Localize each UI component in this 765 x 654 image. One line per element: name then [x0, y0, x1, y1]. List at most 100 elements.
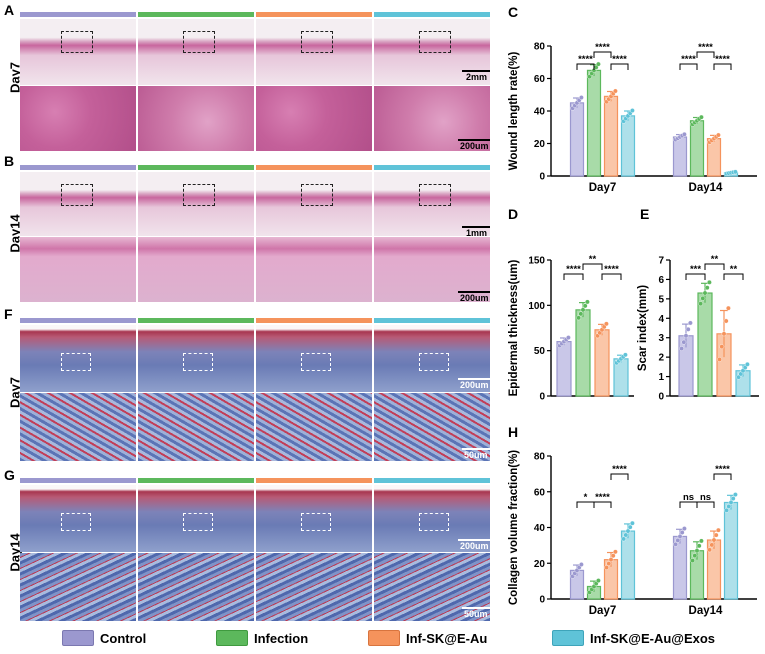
- scale-f-bottom: 50um: [464, 450, 488, 460]
- H-dot-1-3-4: [732, 492, 738, 498]
- C-ytick-label-2: 40: [534, 107, 546, 118]
- legend-label-infection: Infection: [254, 630, 309, 646]
- E-ylabel: Scar index(mm): [637, 285, 649, 371]
- roi-box-a-0: [61, 31, 93, 53]
- C-dot-1-2-4: [715, 132, 721, 138]
- image-b-top-3: [374, 172, 490, 236]
- C-sig-2: ****: [612, 54, 627, 65]
- group-bar-g-3: [374, 478, 490, 483]
- chart-wound-length: 0 20 40 60 80 Wound length rate(%) Day7 Day14 **…: [508, 42, 757, 194]
- H-dot-1-1-1: [692, 553, 698, 559]
- E-dot-0-0-1: [681, 339, 687, 345]
- H-dot-1-1-2: [694, 548, 700, 554]
- C-sig-4: ****: [698, 42, 713, 53]
- H-dot-0-3-2: [625, 528, 631, 534]
- C-bar-0-3: [620, 115, 636, 177]
- C-sig-3: ****: [681, 54, 696, 65]
- group-bar-g-0: [20, 478, 136, 483]
- image-g-bot-2: [256, 553, 372, 621]
- image-b-top-0: [20, 172, 136, 236]
- legend-swatch-infsk: [368, 630, 400, 646]
- group-bar-a-0: [20, 12, 136, 17]
- H-xtick-label-1: Day14: [689, 605, 723, 617]
- roi-box-b-0: [61, 184, 93, 206]
- image-f-bot-2: [256, 393, 372, 461]
- E-dot-0-2-4: [726, 305, 731, 311]
- image-g-top-0: [20, 485, 136, 552]
- group-bar-b-0: [20, 165, 136, 170]
- panel-label-e: E: [640, 206, 650, 222]
- C-bracket-5: [713, 63, 732, 70]
- H-dot-0-3-0: [621, 536, 627, 542]
- C-ylabel: Wound length rate(%): [508, 52, 520, 171]
- H-bracket-1: [593, 501, 612, 508]
- D-ytick-label-3: 150: [528, 256, 545, 267]
- panel-label-d: D: [508, 206, 519, 222]
- H-sig-0: *: [584, 492, 588, 503]
- image-f-top-1: [138, 325, 254, 392]
- D-bracket-0: [563, 273, 584, 280]
- image-b-top-2: [256, 172, 372, 236]
- E-dot-0-0-0: [679, 346, 684, 351]
- panel-label-a: A: [4, 2, 15, 18]
- C-dot-1-3-4: [732, 169, 738, 175]
- panel-label-f: F: [4, 306, 13, 322]
- D-dot-0-0-4: [566, 335, 571, 341]
- D-dot-0-1-0: [576, 315, 582, 321]
- scale-g-top: 200um: [460, 541, 489, 551]
- H-ytick-label-4: 80: [534, 452, 546, 463]
- image-g-top-2: [256, 485, 372, 552]
- group-bar-a-2: [256, 12, 372, 17]
- C-bar-0-0: [569, 102, 585, 177]
- image-b-top-1: [138, 172, 254, 236]
- C-bracket-2: [610, 63, 629, 70]
- roi-box-g-1: [183, 513, 213, 531]
- scale-bar-f-top: [458, 378, 490, 380]
- E-ytick-label-2: 2: [658, 353, 664, 364]
- H-dot-1-2-0: [707, 547, 713, 553]
- scale-g-bottom: 50um: [464, 609, 488, 619]
- scale-f-top: 200um: [460, 380, 489, 390]
- legend-label-exos: Inf-SK@E-Au@Exos: [590, 630, 716, 646]
- roi-box-f-3: [419, 353, 449, 371]
- image-g-top-1: [138, 485, 254, 552]
- E-dot-0-1-0: [698, 301, 703, 307]
- D-sig-0: ****: [566, 264, 581, 275]
- E-dot-0-2-1: [719, 344, 725, 350]
- legend-item-control: Control: [62, 630, 146, 646]
- E-dot-0-2-3: [723, 318, 729, 324]
- H-bracket-2: [610, 473, 629, 480]
- E-dot-0-0-4: [688, 320, 693, 326]
- C-sig-0: ****: [578, 54, 593, 65]
- H-ylabel: Collagen volume fraction(%): [508, 450, 520, 605]
- C-bracket-0: [576, 63, 595, 70]
- D-dot-0-1-4: [585, 299, 590, 305]
- E-dot-0-2-2: [721, 331, 727, 337]
- H-dot-0-3-1: [623, 532, 629, 538]
- image-g-bot-3: [374, 553, 490, 621]
- scale-bar-a-top: [462, 70, 490, 72]
- roi-box-g-2: [301, 513, 331, 531]
- H-dot-1-2-1: [709, 542, 715, 548]
- H-ytick-label-0: 0: [539, 595, 545, 606]
- C-bracket-3: [679, 63, 698, 70]
- C-ytick-label-4: 80: [534, 42, 546, 53]
- group-bar-a-3: [374, 12, 490, 17]
- E-sig-1: **: [711, 254, 719, 265]
- H-dot-1-0-4: [681, 526, 687, 531]
- scale-b-top: 1mm: [466, 228, 488, 238]
- D-dot-0-3-4: [623, 352, 628, 358]
- D-dot-0-1-2: [580, 307, 586, 313]
- scale-bar-b-bottom: [458, 291, 490, 293]
- group-bar-a-1: [138, 12, 254, 17]
- image-b-bot-1: [138, 237, 254, 302]
- D-sig-1: **: [589, 254, 597, 265]
- H-dot-0-2-0: [604, 565, 610, 570]
- H-dot-1-2-4: [715, 527, 721, 533]
- C-ytick-label-1: 20: [534, 139, 546, 150]
- D-ytick-label-2: 100: [528, 301, 545, 312]
- image-f-top-2: [256, 325, 372, 392]
- H-dot-1-1-4: [698, 538, 704, 544]
- E-dot-0-2-0: [717, 357, 723, 362]
